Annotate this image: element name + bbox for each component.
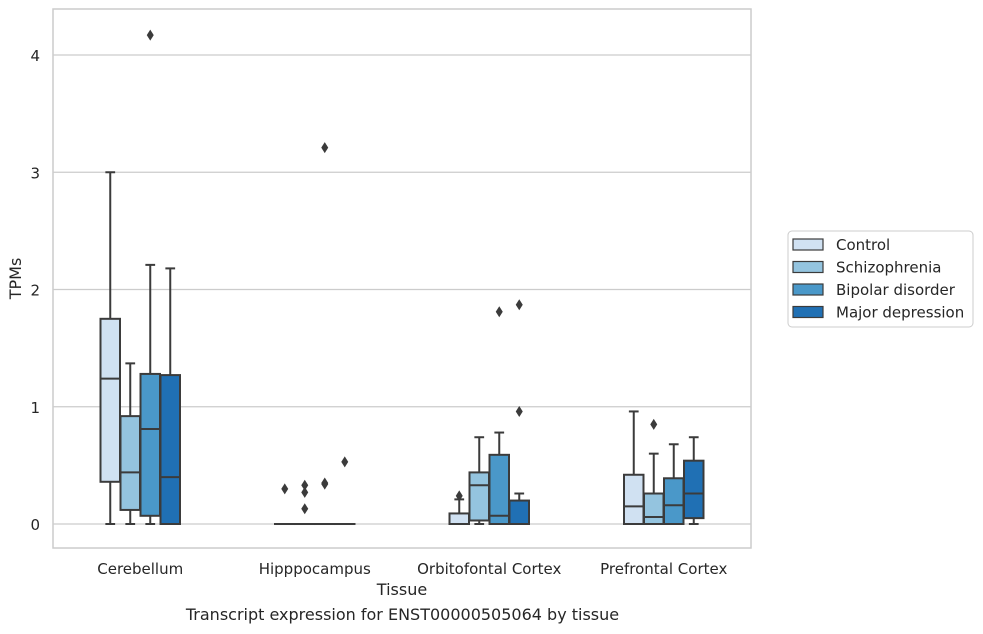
plot-frame (52, 8, 752, 549)
outlier-point (321, 477, 329, 489)
outlier-point (321, 142, 329, 154)
box (99, 317, 121, 483)
box (643, 492, 665, 526)
legend-swatch (792, 238, 824, 251)
outlier-point (515, 299, 523, 311)
outlier-point (301, 503, 309, 515)
y-tick-label: 4 (30, 47, 40, 65)
legend-label: Bipolar disorder (836, 281, 956, 299)
x-axis-label: Tissue (376, 580, 427, 599)
box (683, 459, 705, 520)
x-tick-label: Hipppocampus (259, 560, 371, 578)
legend-label: Major depression (836, 304, 964, 322)
outlier-point (301, 486, 309, 498)
outlier-point (455, 490, 463, 502)
legend-label: Control (836, 236, 890, 254)
x-tick-label: Cerebellum (97, 560, 183, 578)
y-tick-label: 2 (30, 282, 40, 300)
legend-swatch (792, 305, 824, 319)
legend-swatch (792, 260, 824, 274)
legend-box (787, 230, 974, 328)
outlier-point (495, 306, 503, 318)
box (139, 372, 161, 517)
box (468, 471, 490, 522)
x-tick-label: Prefrontal Cortex (600, 560, 727, 578)
y-tick-label: 3 (30, 164, 40, 182)
box (119, 415, 141, 511)
box (159, 374, 181, 525)
outlier-point (650, 418, 658, 430)
box (663, 477, 685, 525)
box (448, 512, 470, 526)
outlier-point (146, 29, 154, 41)
y-tick-label: 1 (30, 399, 40, 417)
outlier-point (281, 483, 289, 495)
y-tick-label: 0 (30, 516, 40, 534)
box (623, 473, 645, 526)
box (508, 499, 530, 525)
outlier-point (515, 405, 523, 417)
box (488, 453, 510, 526)
x-tick-label: Orbitofontal Cortex (417, 560, 561, 578)
chart-caption: Transcript expression for ENST0000050506… (185, 605, 620, 624)
legend-swatch (792, 283, 824, 296)
outlier-point (341, 456, 349, 468)
y-axis-label: TPMs (6, 258, 25, 301)
legend-label: Schizophrenia (836, 259, 941, 277)
outlier-point (301, 479, 309, 491)
